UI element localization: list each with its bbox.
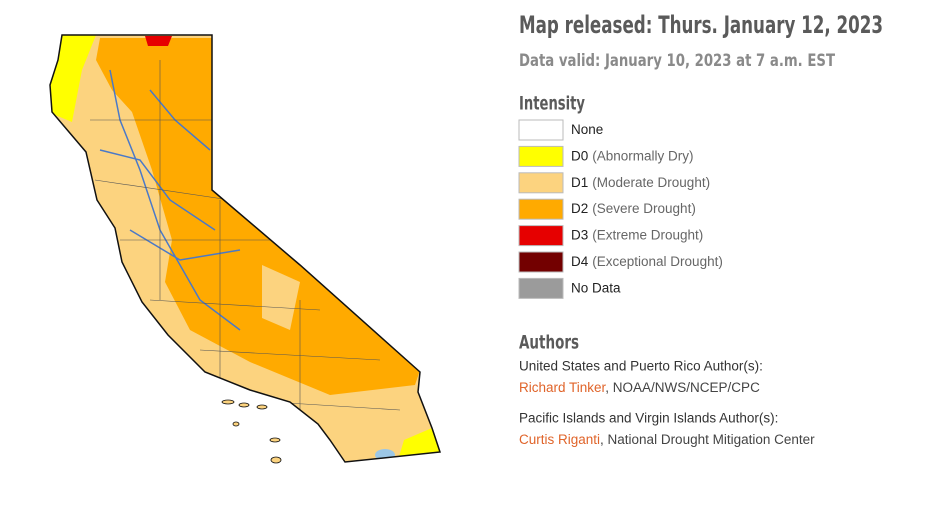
author-heading: Pacific Islands and Virgin Islands Autho…: [519, 411, 778, 426]
drought-map: [50, 35, 440, 462]
legend-label: D2 (Severe Drought): [571, 201, 696, 216]
legend-label: No Data: [571, 280, 621, 295]
state-outline: [49, 34, 442, 463]
authors: United States and Puerto Rico Author(s):…: [519, 359, 815, 447]
legend-desc: No Data: [571, 280, 621, 295]
legend-desc: (Exceptional Drought): [592, 254, 723, 269]
county-lines: [90, 60, 401, 440]
legend-swatch: [518, 277, 564, 299]
authors-title: Authors: [519, 332, 579, 354]
legend-swatch: [518, 251, 564, 273]
legend-desc: (Abnormally Dry): [592, 148, 693, 163]
d1-area: [262, 265, 300, 330]
author-affiliation: , National Drought Mitigation Center: [600, 432, 815, 447]
legend-label: D0 (Abnormally Dry): [571, 148, 694, 163]
author-line: Richard Tinker, NOAA/NWS/NCEP/CPC: [519, 380, 760, 395]
legend-label: D4 (Exceptional Drought): [571, 254, 723, 269]
title: Map released: Thurs. January 12, 2023: [519, 11, 883, 39]
legend-label: D1 (Moderate Drought): [571, 174, 710, 189]
legend-title: Intensity: [519, 93, 585, 115]
d0-area: [50, 35, 96, 122]
legend-desc: (Severe Drought): [592, 201, 696, 216]
author-name: Curtis Riganti: [519, 432, 600, 447]
legend-code: D1: [571, 174, 588, 189]
d2-area: [96, 38, 420, 395]
author-line: Curtis Riganti, National Drought Mitigat…: [519, 432, 815, 447]
legend-swatch: [518, 225, 564, 247]
d0-area: [398, 428, 440, 460]
d3-area: [145, 36, 172, 46]
legend-label: None: [571, 122, 603, 137]
legend-code: D3: [571, 227, 588, 242]
legend-swatch: [518, 198, 564, 220]
legend-label: D3 (Extreme Drought): [571, 227, 703, 242]
author-heading: United States and Puerto Rico Author(s):: [519, 359, 763, 374]
legend: None D0 (Abnormally Dry) D1 (Moderate Drough…: [518, 119, 723, 299]
legend-code: D4: [571, 254, 589, 269]
legend-swatch: [518, 172, 564, 194]
legend-code: D2: [571, 201, 588, 216]
legend-swatch: [518, 119, 564, 141]
legend-swatch: [518, 145, 564, 167]
subtitle: Data valid: January 10, 2023 at 7 a.m. E…: [519, 51, 835, 71]
author-affiliation: , NOAA/NWS/NCEP/CPC: [605, 380, 760, 395]
legend-desc: (Extreme Drought): [592, 227, 703, 242]
channel-islands: [221, 399, 282, 464]
author-name: Richard Tinker: [519, 380, 607, 395]
legend-code: D0: [571, 148, 588, 163]
legend-desc: (Moderate Drought): [592, 174, 710, 189]
legend-desc: None: [571, 122, 603, 137]
